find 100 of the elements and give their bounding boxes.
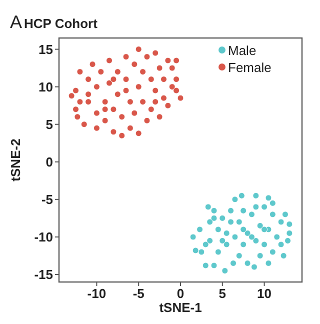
point (286, 220, 293, 228)
point (85, 76, 92, 83)
point (278, 218, 284, 226)
point (252, 237, 260, 244)
point (102, 117, 108, 124)
point (204, 204, 212, 210)
point (274, 234, 280, 240)
point (232, 234, 238, 240)
point (144, 54, 150, 60)
point (76, 98, 84, 106)
point (135, 130, 142, 137)
x-tick-label: 10 (257, 286, 272, 301)
point (148, 76, 154, 83)
point (202, 262, 209, 269)
point (93, 124, 100, 132)
point (240, 241, 247, 248)
point (219, 214, 226, 222)
point (240, 226, 247, 233)
point (72, 87, 80, 94)
point (106, 57, 113, 64)
point (248, 234, 255, 240)
point (126, 98, 134, 106)
point (156, 64, 163, 72)
point (106, 80, 113, 86)
point (168, 64, 176, 72)
point (68, 92, 75, 100)
point (114, 91, 121, 98)
point (238, 192, 245, 199)
point (206, 218, 214, 226)
point (214, 248, 222, 256)
point (122, 54, 130, 60)
legend-label: Male (228, 43, 256, 58)
point (152, 87, 159, 94)
point (102, 98, 108, 106)
point (244, 230, 251, 236)
point (219, 237, 226, 244)
point (232, 196, 238, 203)
x-tick-label: 5 (218, 286, 226, 301)
point (206, 237, 214, 244)
point (140, 98, 146, 106)
point (144, 117, 150, 124)
point (265, 260, 272, 266)
point (152, 50, 159, 56)
x-tick-label: -5 (132, 286, 144, 301)
point (164, 57, 172, 64)
y-tick-label: 0 (46, 154, 53, 170)
legend-label: Female (228, 60, 272, 75)
y-tick-label: -10 (34, 229, 53, 244)
point (210, 207, 218, 214)
point (122, 87, 130, 94)
point (114, 68, 121, 76)
point (222, 267, 228, 274)
point (122, 76, 130, 83)
point (202, 241, 209, 248)
point (190, 234, 196, 240)
point (210, 262, 218, 269)
point (244, 260, 251, 266)
point (93, 84, 100, 90)
point (160, 94, 167, 102)
y-tick-label: 5 (46, 116, 53, 132)
point (236, 218, 242, 226)
point (196, 226, 204, 233)
point (210, 214, 218, 222)
point (228, 218, 234, 226)
point (269, 211, 276, 218)
point (198, 248, 205, 256)
point (228, 207, 234, 214)
point (131, 61, 138, 68)
point (140, 68, 146, 76)
chart-title: HCP Cohort (24, 16, 98, 31)
point (110, 106, 117, 113)
point (118, 132, 126, 139)
point (76, 68, 84, 76)
point (240, 207, 247, 214)
point (223, 241, 230, 248)
point (265, 194, 272, 202)
point (248, 211, 255, 218)
point (131, 110, 138, 116)
point (256, 252, 264, 259)
point (164, 102, 172, 109)
point (135, 84, 142, 90)
point (118, 114, 126, 120)
point (152, 98, 159, 106)
point (252, 192, 260, 199)
point (156, 114, 163, 120)
point (250, 264, 258, 270)
point (252, 204, 260, 210)
y-tick-label: 10 (38, 79, 53, 94)
point (135, 46, 142, 53)
text: A (10, 12, 22, 32)
point (256, 222, 264, 229)
point (286, 230, 293, 236)
point (269, 200, 276, 206)
point (72, 106, 80, 113)
point (261, 204, 268, 210)
point (214, 226, 222, 233)
y-axis-title: tSNE-2 (8, 138, 23, 182)
x-axis-title: tSNE-1 (159, 300, 202, 315)
point (230, 260, 237, 266)
point (102, 106, 108, 113)
